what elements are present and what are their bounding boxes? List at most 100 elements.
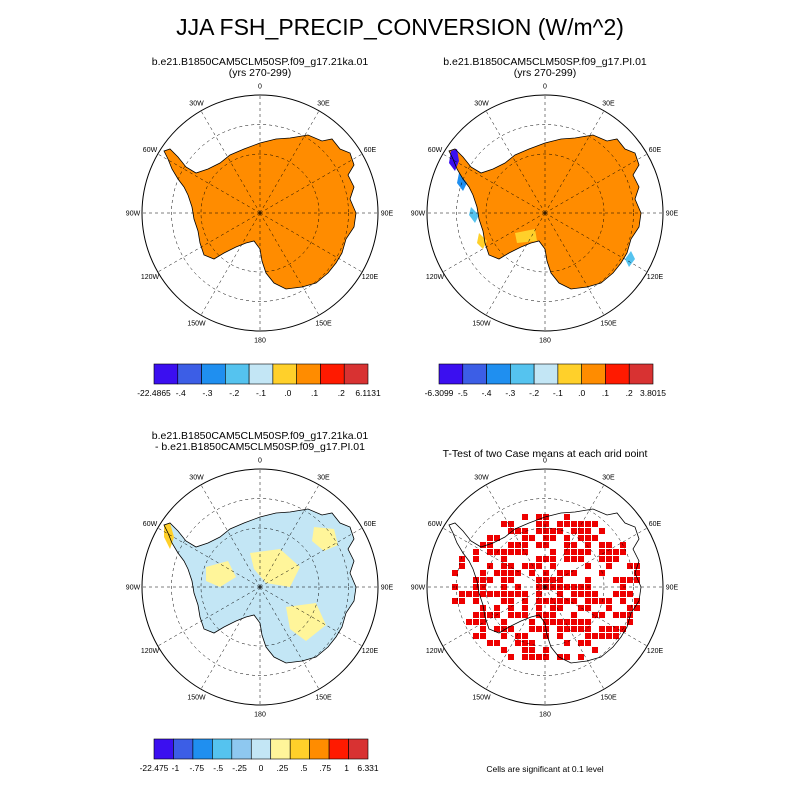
significant-cell	[599, 598, 605, 604]
colorbar-tick-label: -.4	[482, 388, 492, 398]
meridian-line	[157, 212, 261, 273]
panel-1-title-line2: (yrs 270-299)	[228, 67, 292, 79]
map-boundary	[426, 94, 664, 332]
significant-cell	[508, 605, 514, 611]
longitude-label: 150W	[187, 694, 206, 701]
colorbar-swatch	[628, 363, 654, 385]
longitude-label: 90E	[381, 211, 394, 218]
colorbar-tick-label: -.5	[213, 763, 223, 773]
significant-cell	[550, 598, 556, 604]
significant-cell	[536, 528, 542, 534]
longitude-label: 90E	[666, 585, 679, 592]
significant-cell	[550, 605, 556, 611]
significant-cell	[557, 577, 563, 583]
colorbar-panel-2: -6.3099 -.5 -.4 -.3 -.2 -.1 .0 .1 .2 3.8015	[425, 363, 666, 398]
significant-cell	[564, 542, 570, 548]
significant-cell	[487, 577, 493, 583]
significant-cell	[473, 591, 479, 597]
significant-cell	[543, 521, 549, 527]
colorbar-tick-label: .2	[626, 388, 633, 398]
significant-cell	[501, 626, 507, 632]
significant-cell	[585, 640, 591, 646]
significant-cell	[550, 612, 556, 618]
significant-cell	[634, 598, 640, 604]
significant-cell	[564, 514, 570, 520]
significant-cell	[599, 612, 605, 618]
significant-cell	[606, 549, 612, 555]
longitude-label: 150W	[187, 320, 206, 327]
significant-cell	[585, 598, 591, 604]
colorbar-tick-label: -.4	[176, 388, 186, 398]
significant-cell	[522, 598, 528, 604]
significant-cell	[501, 591, 507, 597]
significant-cell	[620, 549, 626, 555]
significant-cell	[522, 591, 528, 597]
latitude-circle	[200, 153, 320, 273]
longitude-label: 60E	[364, 521, 377, 528]
meridian-line	[259, 212, 320, 316]
significant-cell	[508, 654, 514, 660]
significant-cell	[634, 577, 640, 583]
significant-cell	[508, 591, 514, 597]
map-boundary	[426, 468, 664, 706]
colorbar-tick-label: .25	[276, 763, 288, 773]
longitude-label: 0	[258, 84, 262, 91]
colorbar-tick-label: 1	[344, 763, 349, 773]
significant-cell	[543, 619, 549, 625]
colorbar-tick-label: .0	[578, 388, 585, 398]
significant-cell	[536, 577, 542, 583]
longitude-label: 180	[254, 338, 266, 345]
colorbar-tick-label: -.3	[505, 388, 515, 398]
latitude-circle	[171, 124, 349, 302]
significant-cell	[585, 542, 591, 548]
colorbar-tick-label: -.5	[458, 388, 468, 398]
significant-cell	[627, 605, 633, 611]
significant-cell	[613, 626, 619, 632]
significant-cell	[620, 591, 626, 597]
significant-cell	[522, 549, 528, 555]
significant-cell	[501, 619, 507, 625]
significant-cell	[571, 619, 577, 625]
colorbar-swatch	[348, 738, 369, 760]
significant-cell	[592, 647, 598, 653]
significant-cell	[634, 605, 640, 611]
longitude-label: 60E	[649, 147, 662, 154]
longitude-label: 150E	[600, 694, 617, 701]
longitude-label: 30W	[189, 101, 204, 108]
significant-cell	[515, 549, 521, 555]
significant-cell	[578, 535, 584, 541]
latitude-circle	[171, 498, 349, 676]
significant-cell	[585, 605, 591, 611]
longitude-label: 120W	[426, 274, 445, 281]
significant-cell	[627, 577, 633, 583]
significant-cell	[592, 633, 598, 639]
meridian-line	[442, 586, 546, 647]
significant-cell	[494, 535, 500, 541]
significant-cell	[501, 584, 507, 590]
significant-cell	[529, 563, 535, 569]
significant-cell	[494, 605, 500, 611]
significant-cell	[620, 577, 626, 583]
significant-cell	[592, 612, 598, 618]
colorbar-swatch	[192, 738, 213, 760]
significant-cell	[529, 619, 535, 625]
meridian-line	[259, 484, 320, 588]
polar-map-panel-3: 0 30E 60E 90E 120E 150E 180 150W 120W 90W 60W 30W	[110, 457, 410, 722]
significant-cell	[536, 556, 542, 562]
significant-cell	[480, 591, 486, 597]
significant-cell	[459, 563, 465, 569]
significant-cell	[501, 549, 507, 555]
meridian-line	[200, 110, 261, 214]
longitude-label: 180	[254, 712, 266, 719]
significant-cell	[543, 570, 549, 576]
significant-cell	[501, 556, 507, 562]
significant-cell	[578, 556, 584, 562]
significant-cell	[543, 612, 549, 618]
significant-cell	[578, 549, 584, 555]
significant-cell	[585, 563, 591, 569]
meridian-line	[200, 212, 261, 316]
significant-cell	[620, 598, 626, 604]
longitude-label: 30W	[474, 475, 489, 482]
significant-cell	[613, 556, 619, 562]
significant-cell	[571, 598, 577, 604]
